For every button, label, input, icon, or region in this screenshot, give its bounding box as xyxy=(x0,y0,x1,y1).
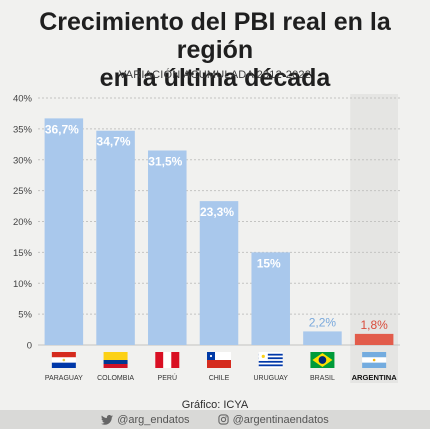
argentina-flag xyxy=(362,352,387,368)
bar-paraguay xyxy=(44,118,84,345)
flag-stripe xyxy=(155,352,164,368)
bar-argentina xyxy=(354,333,394,345)
uruguay-flag xyxy=(258,352,283,368)
data-label: 36,7% xyxy=(45,122,79,136)
flag-star xyxy=(209,354,213,358)
bar-chart: 0 5% 10% 15% 20% 25% 30% 35% 40% 36,7% PARAGUAY 34,… xyxy=(13,94,400,383)
data-label: 31,5% xyxy=(148,154,182,168)
flag-stripe xyxy=(51,352,76,358)
flag-emblem xyxy=(62,358,66,362)
instagram-handle[interactable]: @argentinaendatos xyxy=(217,413,329,426)
instagram-handle-text: @argentinaendatos xyxy=(232,413,329,426)
flag-stripe xyxy=(103,352,128,360)
twitter-handle-text: @arg_endatos xyxy=(117,413,190,426)
y-tick-label: 5% xyxy=(18,310,32,321)
y-tick-label: 30% xyxy=(13,155,33,166)
y-tick-label: 0 xyxy=(27,341,32,352)
twitter-handle[interactable]: @arg_endatos xyxy=(101,413,190,426)
chart-subtitle: VARIACIÓN ACUMULADA 2012-2022 xyxy=(118,69,312,81)
flag-stripe xyxy=(362,352,387,358)
x-tick-label: PERÚ xyxy=(158,373,177,382)
flag-stripe xyxy=(207,360,231,368)
chart-credit: Gráfico: ICYA xyxy=(181,399,249,411)
x-tick-label: PARAGUAY xyxy=(45,375,83,382)
y-tick-label: 20% xyxy=(13,217,33,228)
flag-sun xyxy=(261,354,265,358)
x-tick-label: CHILE xyxy=(209,375,230,382)
y-tick-label: 15% xyxy=(13,248,33,259)
bar-brasil xyxy=(303,331,342,345)
chart-title: Crecimiento del PBI real en la región en… xyxy=(0,8,430,92)
flag-sun xyxy=(372,358,376,362)
flag-stripe xyxy=(207,352,231,360)
bar-colombia xyxy=(96,130,135,345)
x-tick-label: URUGUAY xyxy=(253,375,288,382)
flag-stripe xyxy=(258,360,283,363)
data-label: 1,8% xyxy=(360,318,388,332)
bar-uruguay xyxy=(251,252,290,345)
peru-flag xyxy=(155,352,180,368)
x-tick-label: COLOMBIA xyxy=(97,375,134,382)
flag-stripe xyxy=(163,352,172,368)
chart-title-line2: en la última década xyxy=(99,64,331,92)
flag-stripe xyxy=(258,353,283,356)
colombia-flag xyxy=(103,352,128,368)
y-tick-label: 25% xyxy=(13,186,33,197)
paraguay-flag xyxy=(51,352,76,368)
bar-chile xyxy=(199,201,239,345)
flag-stripe xyxy=(171,352,180,368)
bar-perú xyxy=(148,150,187,345)
chart-title-line1: Crecimiento del PBI real en la región xyxy=(39,8,391,64)
data-label: 15% xyxy=(257,256,281,270)
x-tick-label: BRASIL xyxy=(310,375,335,382)
chile-flag xyxy=(207,352,231,368)
flag-stripe xyxy=(103,360,128,364)
flag-globe xyxy=(318,356,327,364)
data-label: 34,7% xyxy=(97,135,131,149)
footer-bar: @arg_endatos @argentinaendatos xyxy=(0,410,430,429)
y-tick-label: 35% xyxy=(13,124,33,135)
flag-stripe xyxy=(362,362,387,368)
y-tick-label: 40% xyxy=(13,94,33,105)
data-label: 23,3% xyxy=(200,205,234,219)
x-tick-label: ARGENTINA xyxy=(352,373,398,382)
flag-stripe xyxy=(258,357,283,360)
brasil-flag xyxy=(310,352,335,368)
flag-stripe xyxy=(51,362,76,368)
instagram-icon xyxy=(217,414,229,425)
y-tick-label: 10% xyxy=(13,279,33,290)
data-label: 2,2% xyxy=(309,315,337,329)
flag-stripe xyxy=(258,364,283,367)
flag-stripe xyxy=(103,364,128,368)
twitter-icon xyxy=(101,414,114,425)
